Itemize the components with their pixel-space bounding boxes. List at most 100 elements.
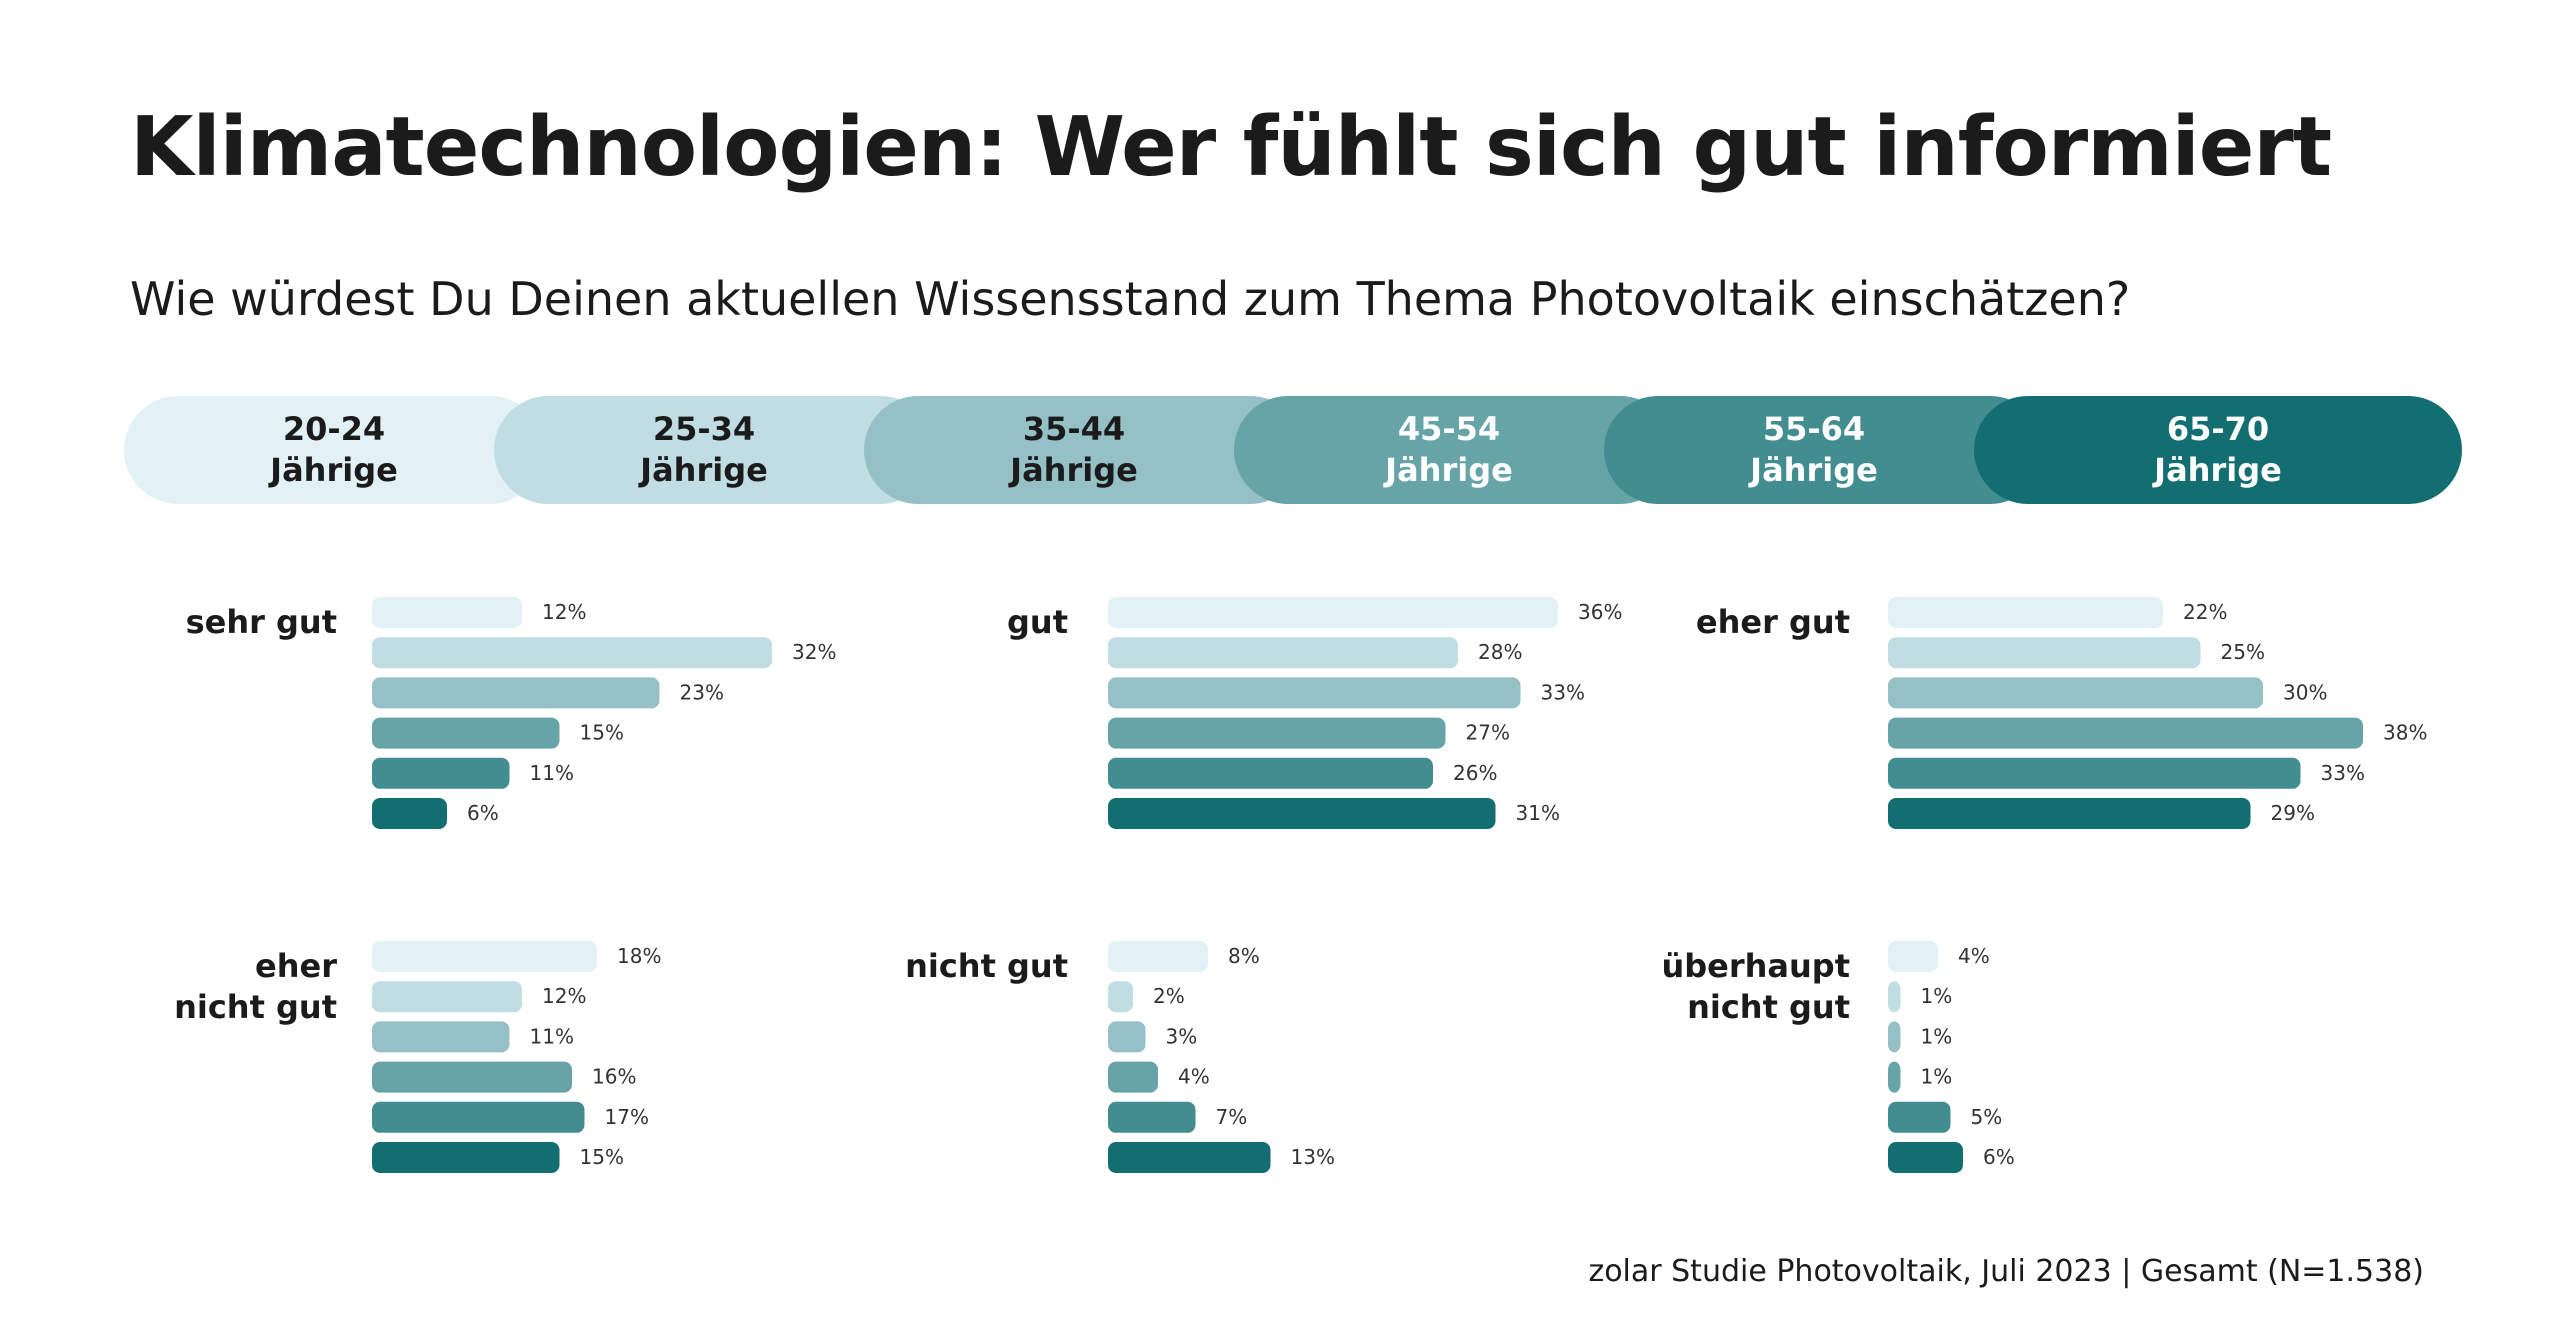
bar-2 xyxy=(1108,637,1458,669)
bar-4 xyxy=(1888,717,2363,749)
legend-age-range: 45-54 xyxy=(1397,410,1501,448)
chart-title: Klimatechnologien: Wer fühlt sich gut in… xyxy=(130,100,2332,195)
bar-value-label: 6% xyxy=(467,801,499,825)
bar-value-label: 18% xyxy=(617,944,661,968)
category-label: gut xyxy=(1007,603,1068,641)
legend-age-range: 65-70 xyxy=(2166,410,2270,448)
bar-value-label: 25% xyxy=(2221,640,2265,664)
bar-6 xyxy=(372,1142,560,1173)
bar-value-label: 11% xyxy=(530,761,574,785)
bar-1 xyxy=(1888,597,2163,628)
category-label: eher xyxy=(255,947,337,985)
bar-3 xyxy=(372,1021,510,1053)
bar-3 xyxy=(372,677,660,709)
bar-1 xyxy=(1888,941,1938,972)
bar-6 xyxy=(1108,798,1496,829)
bar-5 xyxy=(1108,1101,1196,1133)
category-label: sehr gut xyxy=(186,603,337,641)
category-label: überhaupt xyxy=(1661,947,1850,985)
bar-value-label: 6% xyxy=(1983,1145,2015,1169)
bar-value-label: 31% xyxy=(1516,801,1560,825)
bar-6 xyxy=(372,798,447,829)
bar-5 xyxy=(1888,1101,1951,1133)
panel-2: gut 36% 28% 33% 27% 26% 31% xyxy=(1007,597,1622,829)
bar-1 xyxy=(372,941,597,972)
age-group-legend: 20-24 Jährige 25-34 Jährige 35-44 Jährige 45-5… xyxy=(124,396,2462,504)
bar-4 xyxy=(1108,717,1446,749)
bar-value-label: 32% xyxy=(792,640,836,664)
bar-5 xyxy=(1108,757,1433,789)
bar-3 xyxy=(1888,677,2263,709)
panel-5: nicht gut 8% 2% 3% 4%7% 13% xyxy=(905,941,1335,1173)
legend-age-suffix: Jährige xyxy=(270,451,398,489)
bar-value-label: 3% xyxy=(1166,1024,1198,1048)
category-label: nicht gut xyxy=(1687,988,1850,1026)
bar-4 xyxy=(1888,1061,1901,1093)
bar-value-label: 38% xyxy=(2383,721,2427,745)
legend-item-6: 65-70 Jährige xyxy=(1974,396,2462,504)
bar-value-label: 2% xyxy=(1153,984,1185,1008)
bar-value-label: 11% xyxy=(530,1024,574,1048)
bar-2 xyxy=(1108,981,1133,1013)
bar-value-label: 1% xyxy=(1921,1065,1953,1089)
legend-age-range: 55-64 xyxy=(1762,410,1866,448)
bar-value-label: 4% xyxy=(1178,1065,1210,1089)
bar-value-label: 13% xyxy=(1291,1145,1335,1169)
bar-value-label: 12% xyxy=(542,984,586,1008)
bar-value-label: 1% xyxy=(1921,1024,1953,1048)
bar-value-label: 15% xyxy=(580,1145,624,1169)
bar-3 xyxy=(1888,1021,1901,1053)
bar-2 xyxy=(372,981,522,1013)
bar-value-label: 26% xyxy=(1453,761,1497,785)
legend-age-suffix: Jährige xyxy=(640,451,768,489)
chart-subtitle: Wie würdest Du Deinen aktuellen Wissenss… xyxy=(130,272,2131,326)
bar-1 xyxy=(1108,597,1558,628)
bar-value-label: 16% xyxy=(592,1065,636,1089)
bar-4 xyxy=(372,717,560,749)
bar-value-label: 30% xyxy=(2283,680,2327,704)
bar-value-label: 12% xyxy=(542,600,586,624)
bar-value-label: 29% xyxy=(2271,801,2315,825)
bar-value-label: 27% xyxy=(1466,721,1510,745)
bar-value-label: 15% xyxy=(580,721,624,745)
bar-2 xyxy=(1888,637,2201,669)
bar-value-label: 33% xyxy=(1541,680,1585,704)
legend-item-4: 45-54 Jährige xyxy=(1234,396,1674,504)
bar-6 xyxy=(1888,798,2251,829)
bar-6 xyxy=(1888,1142,1963,1173)
legend-item-5: 55-64 Jährige xyxy=(1604,396,2044,504)
bar-5 xyxy=(1888,757,2301,789)
bar-value-label: 36% xyxy=(1578,600,1622,624)
category-label: eher gut xyxy=(1696,603,1850,641)
bar-value-label: 28% xyxy=(1478,640,1522,664)
legend-item-3: 35-44 Jährige xyxy=(864,396,1304,504)
bar-1 xyxy=(1108,941,1208,972)
bar-6 xyxy=(1108,1142,1271,1173)
bar-4 xyxy=(372,1061,572,1093)
bar-2 xyxy=(1888,981,1901,1013)
panel-3: eher gut 22% 25% 30% 38% 33%29% xyxy=(1696,597,2427,829)
legend-age-suffix: Jährige xyxy=(1385,451,1513,489)
category-label: nicht gut xyxy=(174,988,337,1026)
bar-1 xyxy=(372,597,522,628)
bar-value-label: 1% xyxy=(1921,984,1953,1008)
bar-4 xyxy=(1108,1061,1158,1093)
bar-value-label: 7% xyxy=(1216,1105,1248,1129)
bar-value-label: 8% xyxy=(1228,944,1260,968)
bar-value-label: 5% xyxy=(1971,1105,2003,1129)
legend-age-suffix: Jährige xyxy=(1010,451,1138,489)
category-label: nicht gut xyxy=(905,947,1068,985)
bar-5 xyxy=(372,757,510,789)
legend-item-1: 20-24 Jährige xyxy=(124,396,544,504)
bar-2 xyxy=(372,637,772,669)
legend-age-suffix: Jährige xyxy=(1750,451,1878,489)
source-note: zolar Studie Photovoltaik, Juli 2023 | G… xyxy=(1588,1254,2424,1289)
legend-item-2: 25-34 Jährige xyxy=(494,396,934,504)
bar-value-label: 17% xyxy=(605,1105,649,1129)
legend-age-range: 25-34 xyxy=(652,410,756,448)
legend-age-range: 35-44 xyxy=(1022,410,1126,448)
bar-value-label: 23% xyxy=(680,680,724,704)
